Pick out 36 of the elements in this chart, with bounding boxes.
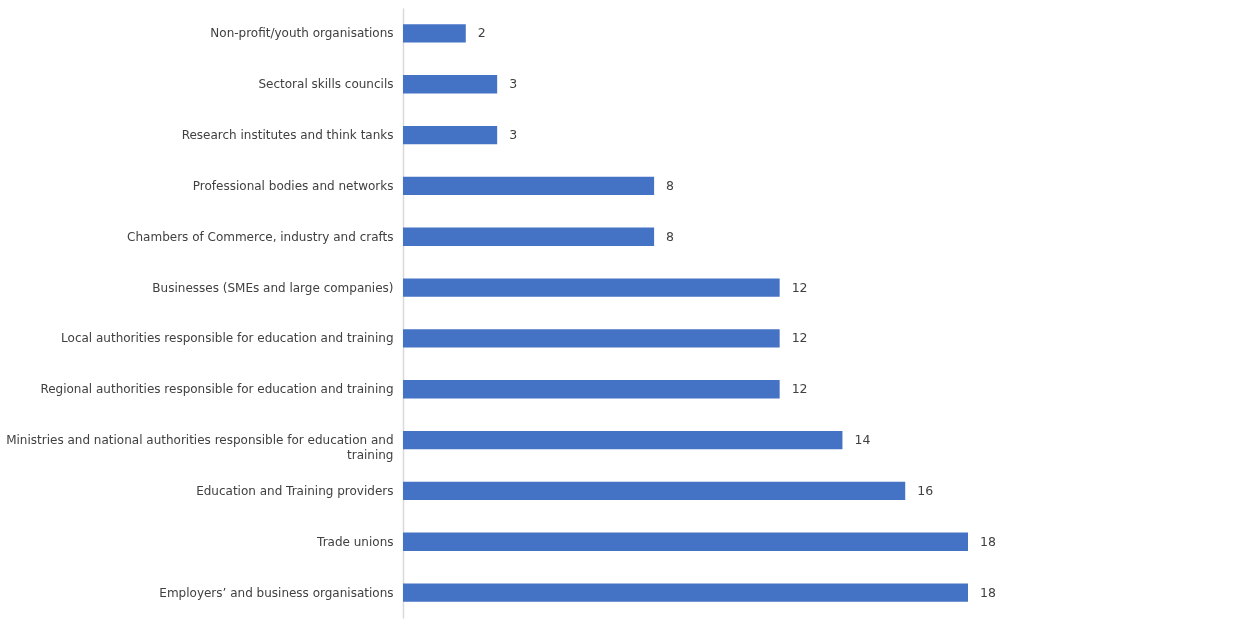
bar: [403, 481, 906, 501]
data-label: 16: [917, 482, 934, 498]
bar: [403, 176, 655, 196]
y-tick-label: Research institutes and think tanks: [181, 128, 394, 143]
data-label: 8: [666, 177, 675, 193]
bar: [403, 583, 968, 602]
bar: [403, 75, 498, 94]
bar: [403, 380, 780, 399]
bar: [403, 125, 498, 145]
data-label: 14: [854, 432, 871, 448]
data-label: 8: [666, 228, 675, 244]
data-label: 18: [980, 533, 996, 549]
y-tick-label: Local authorities responsible for education and training: [61, 331, 394, 346]
bar: [403, 278, 780, 297]
data-label: 12: [791, 381, 808, 397]
data-label: 18: [980, 584, 996, 600]
data-label: 3: [509, 76, 518, 92]
bar: [403, 532, 968, 551]
y-tick-label: Ministries and national authorities responsible for education and training: [6, 433, 394, 463]
y-tick-label: Chambers of Commerce, industry and crafts: [127, 229, 394, 244]
y-tick-label: Non-profit/youth organisations: [210, 26, 394, 41]
y-tick-label: Regional authorities responsible for education and training: [40, 382, 394, 397]
bar: [403, 329, 780, 348]
y-tick-label: Sectoral skills councils: [258, 77, 394, 92]
bar: [403, 430, 843, 450]
y-tick-label: Trade unions: [316, 534, 394, 549]
bar: [403, 24, 466, 43]
bar: [403, 227, 655, 246]
y-tick-label: Employers’ and business organisations: [159, 585, 394, 600]
data-label: 2: [477, 25, 486, 41]
y-tick-label: Businesses (SMEs and large companies): [152, 280, 394, 295]
data-label: 3: [509, 127, 518, 143]
y-tick-label: Education and Training providers: [196, 483, 394, 498]
data-label: 12: [791, 330, 808, 346]
data-label: 12: [791, 279, 808, 295]
y-tick-label: Professional bodies and networks: [192, 178, 394, 193]
